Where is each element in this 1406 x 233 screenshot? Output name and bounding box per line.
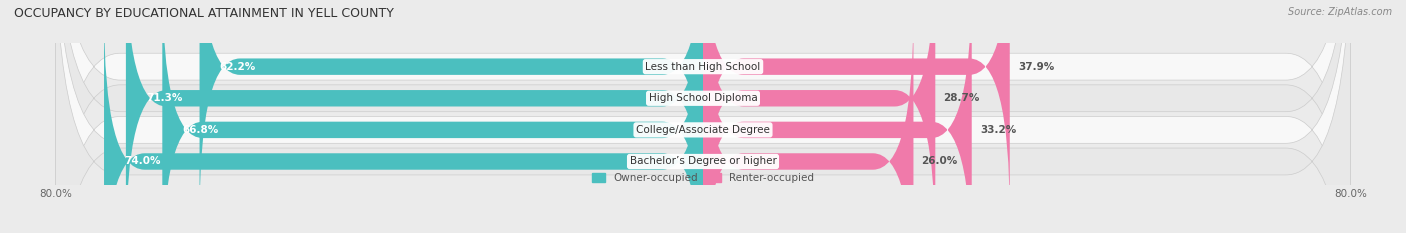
Text: Source: ZipAtlas.com: Source: ZipAtlas.com [1288,7,1392,17]
FancyBboxPatch shape [703,0,972,233]
FancyBboxPatch shape [55,0,1351,233]
Text: 71.3%: 71.3% [146,93,183,103]
Text: 74.0%: 74.0% [124,157,160,167]
Text: 37.9%: 37.9% [1018,62,1054,72]
FancyBboxPatch shape [127,0,703,233]
Text: College/Associate Degree: College/Associate Degree [636,125,770,135]
Text: 28.7%: 28.7% [943,93,980,103]
Legend: Owner-occupied, Renter-occupied: Owner-occupied, Renter-occupied [592,173,814,183]
Text: Bachelor’s Degree or higher: Bachelor’s Degree or higher [630,157,776,167]
FancyBboxPatch shape [200,0,703,216]
FancyBboxPatch shape [104,12,703,233]
Text: 62.2%: 62.2% [219,62,256,72]
Text: Less than High School: Less than High School [645,62,761,72]
FancyBboxPatch shape [55,0,1351,233]
Text: 26.0%: 26.0% [921,157,957,167]
FancyBboxPatch shape [55,0,1351,233]
FancyBboxPatch shape [703,0,935,233]
Text: OCCUPANCY BY EDUCATIONAL ATTAINMENT IN YELL COUNTY: OCCUPANCY BY EDUCATIONAL ATTAINMENT IN Y… [14,7,394,20]
FancyBboxPatch shape [162,0,703,233]
FancyBboxPatch shape [703,0,1010,216]
Text: 33.2%: 33.2% [980,125,1017,135]
Text: High School Diploma: High School Diploma [648,93,758,103]
Text: 66.8%: 66.8% [183,125,219,135]
FancyBboxPatch shape [703,12,914,233]
FancyBboxPatch shape [55,0,1351,233]
